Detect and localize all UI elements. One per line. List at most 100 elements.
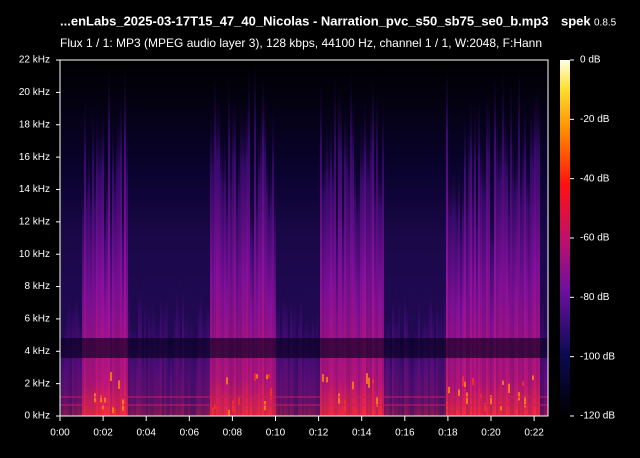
spectral-streak xyxy=(350,69,352,416)
spectral-streak xyxy=(338,82,340,416)
spectral-streak xyxy=(530,97,532,416)
spectral-streak xyxy=(212,118,214,416)
spectral-streak xyxy=(324,140,326,416)
spectral-streak xyxy=(112,117,114,416)
spectral-streak xyxy=(244,108,246,416)
spectral-streak xyxy=(236,169,238,416)
scale-tick-label: -20 dB xyxy=(580,114,610,125)
energy-peak xyxy=(326,376,328,383)
spectral-streak xyxy=(532,107,534,416)
spectral-streak xyxy=(226,175,228,416)
energy-peak xyxy=(502,380,504,385)
scale-tick-label: -100 dB xyxy=(580,351,615,362)
energy-peak xyxy=(114,408,116,416)
spectral-streak xyxy=(100,115,102,416)
y-tick-label: 16 kHz xyxy=(19,152,50,163)
spectral-streak xyxy=(184,305,186,416)
spectrogram xyxy=(60,60,548,416)
energy-peak xyxy=(214,403,216,409)
spectral-streak xyxy=(460,203,462,416)
spectral-streak xyxy=(376,86,378,416)
spectral-streak xyxy=(260,108,262,416)
spectral-streak xyxy=(168,331,170,416)
spectral-streak xyxy=(480,130,482,416)
spectral-streak xyxy=(360,120,362,416)
energy-peak xyxy=(344,400,346,413)
file-name: ...enLabs_2025-03-17T15_47_40_Nicolas - … xyxy=(60,13,549,28)
spectral-streak xyxy=(450,171,452,416)
spectral-streak xyxy=(118,107,120,416)
y-tick-label: 8 kHz xyxy=(24,281,50,292)
spectral-streak xyxy=(238,138,240,416)
spectral-streak xyxy=(464,111,466,416)
spectral-streak xyxy=(498,129,500,416)
spectral-streak xyxy=(122,201,124,416)
spectral-streak xyxy=(60,335,62,416)
x-tick-label: 0:22 xyxy=(524,428,544,439)
spectral-streak xyxy=(320,81,322,416)
spectral-streak xyxy=(448,165,450,416)
x-tick-label: 0:06 xyxy=(180,428,200,439)
energy-peak xyxy=(268,374,270,379)
spectral-streak xyxy=(84,95,86,416)
spectral-streak xyxy=(328,137,330,416)
spectral-streak xyxy=(170,335,172,416)
spectral-streak xyxy=(250,192,252,416)
spectral-streak xyxy=(466,174,468,416)
spectral-streak xyxy=(492,211,494,416)
spectral-streak xyxy=(218,93,220,416)
spectral-streak xyxy=(422,311,424,416)
spectral-streak xyxy=(254,60,256,416)
spectral-streak xyxy=(340,92,342,416)
spectral-streak xyxy=(526,149,528,416)
spectral-streak xyxy=(408,319,410,416)
spectral-streak xyxy=(416,321,418,416)
spectral-streak xyxy=(312,302,314,416)
spectral-streak xyxy=(232,97,234,416)
spectral-streak xyxy=(322,151,324,416)
spectral-streak xyxy=(488,93,490,416)
spectral-streak xyxy=(414,322,416,416)
spectral-streak xyxy=(180,332,182,416)
spectral-streak xyxy=(196,321,198,416)
energy-peak xyxy=(212,407,214,416)
spectral-streak xyxy=(520,154,522,416)
energy-peak xyxy=(256,374,258,379)
energy-peak xyxy=(266,374,268,380)
stream-info: Flux 1 / 1: MP3 (MPEG audio layer 3), 12… xyxy=(60,36,542,50)
spectral-streak xyxy=(86,156,88,416)
spectral-streak xyxy=(524,99,526,416)
spectral-streak xyxy=(496,114,498,416)
spectral-streak xyxy=(308,321,310,416)
spectral-streak xyxy=(108,65,110,416)
spectral-streak xyxy=(412,332,414,416)
energy-peak xyxy=(226,377,228,385)
spectral-streak xyxy=(158,310,160,416)
spectral-streak xyxy=(400,331,402,416)
spectral-streak xyxy=(506,121,508,416)
spectral-streak xyxy=(296,322,298,416)
energy-peak xyxy=(508,383,510,393)
spectral-streak xyxy=(110,198,112,416)
x-tick-label: 0:10 xyxy=(266,428,286,439)
spectral-streak xyxy=(126,123,128,416)
spectral-streak xyxy=(454,163,456,416)
scale-tick-label: -120 dB xyxy=(580,411,615,422)
spectral-streak xyxy=(534,86,536,416)
energy-peak xyxy=(448,386,450,394)
spectral-streak xyxy=(470,95,472,416)
spectral-streak xyxy=(420,325,422,416)
spectral-streak xyxy=(484,146,486,416)
spectral-streak xyxy=(482,143,484,416)
energy-peak xyxy=(458,389,460,396)
spectral-streak xyxy=(188,319,190,416)
energy-peak xyxy=(254,373,256,381)
spectral-streak xyxy=(546,322,548,416)
spectral-streak xyxy=(268,173,270,416)
energy-peak xyxy=(484,402,486,412)
y-tick-label: 22 kHz xyxy=(19,55,50,66)
spectral-streak xyxy=(366,122,368,416)
spectral-streak xyxy=(512,135,514,416)
